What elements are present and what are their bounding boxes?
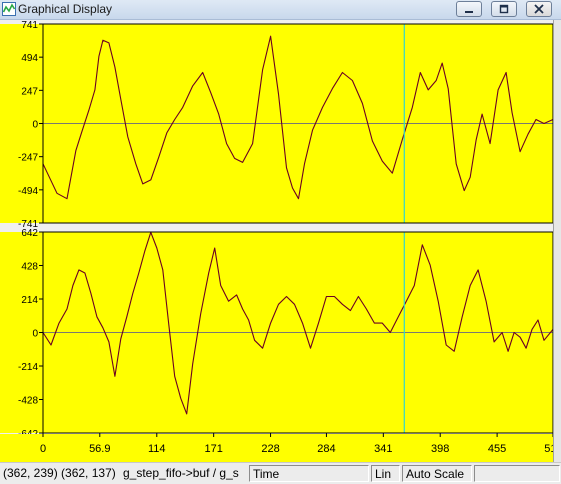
restore-icon bbox=[492, 2, 516, 16]
x-tick-label: 114 bbox=[148, 443, 166, 455]
top-y-tick-label: 247 bbox=[21, 86, 38, 97]
graph-app-icon bbox=[2, 2, 16, 16]
x-tick-label: 341 bbox=[374, 443, 392, 455]
status-extra bbox=[474, 465, 560, 482]
title-bar[interactable]: Graphical Display bbox=[0, 0, 561, 20]
x-tick-label: 56.9 bbox=[89, 443, 110, 455]
x-axis-mode[interactable]: Time bbox=[249, 465, 369, 482]
bottom-y-tick-label: 214 bbox=[21, 295, 38, 306]
bottom-y-tick-label: 428 bbox=[21, 262, 38, 273]
top-y-tick-label: 741 bbox=[21, 20, 38, 31]
bottom-y-tick-label: 0 bbox=[32, 329, 38, 340]
close-icon bbox=[527, 2, 551, 16]
auto-scale-toggle[interactable]: Auto Scale bbox=[402, 465, 472, 482]
cursor-coordinates: (362, 239) (362, 137) bbox=[0, 465, 120, 482]
x-tick-label: 284 bbox=[317, 443, 335, 455]
x-tick-label: 398 bbox=[431, 443, 449, 455]
x-tick-label: 228 bbox=[261, 443, 279, 455]
top-y-tick-label: -247 bbox=[18, 153, 38, 164]
top-y-tick-label: -494 bbox=[18, 186, 38, 197]
window-title: Graphical Display bbox=[18, 2, 112, 16]
minimize-icon bbox=[457, 2, 481, 16]
bottom-y-tick-label: 642 bbox=[21, 228, 38, 239]
top-y-tick-label: 494 bbox=[21, 53, 38, 64]
vertical-scrollbar[interactable] bbox=[553, 20, 561, 462]
status-bar: (362, 239) (362, 137) g_step_fifo->buf /… bbox=[0, 462, 561, 484]
signal-name: g_step_fifo->buf / g_s bbox=[120, 465, 248, 482]
top-y-tick-label: 0 bbox=[32, 120, 38, 131]
scale-type[interactable]: Lin bbox=[371, 465, 400, 482]
close-button[interactable] bbox=[526, 1, 552, 17]
bottom-y-tick-label: -214 bbox=[18, 362, 38, 373]
plot-area[interactable]: 7414942470-247-494-7416424282140-214-428… bbox=[0, 20, 561, 462]
x-tick-label: 171 bbox=[204, 443, 222, 455]
x-tick-label: 455 bbox=[488, 443, 506, 455]
restore-button[interactable] bbox=[491, 1, 517, 17]
minimize-button[interactable] bbox=[456, 1, 482, 17]
x-tick-label: 0 bbox=[40, 443, 46, 455]
bottom-y-tick-label: -428 bbox=[18, 396, 38, 407]
